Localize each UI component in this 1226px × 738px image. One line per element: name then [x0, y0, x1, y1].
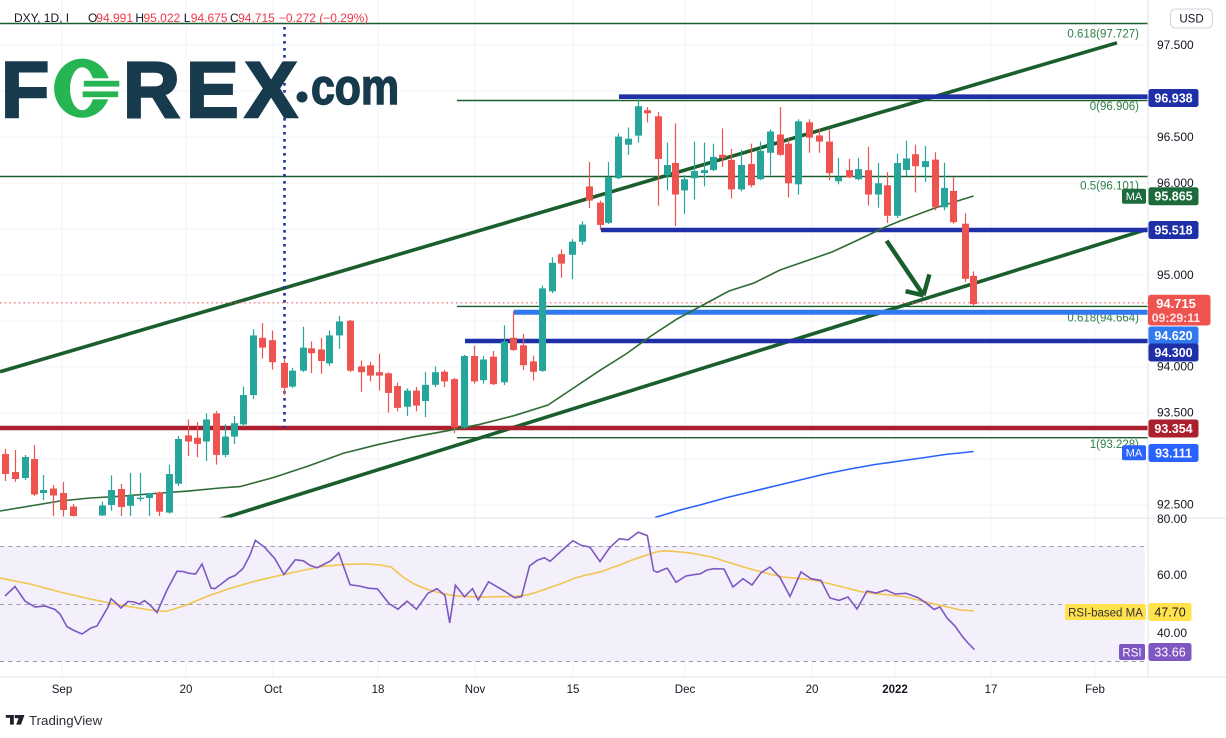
svg-text:0.618(97.727): 0.618(97.727) [1067, 29, 1139, 41]
svg-text:94.620: 94.620 [1154, 329, 1192, 343]
svg-text:com: com [311, 59, 399, 115]
svg-text:92.500: 92.500 [1157, 498, 1194, 512]
svg-text:93.500: 93.500 [1157, 406, 1194, 420]
svg-text:95.865: 95.865 [1154, 190, 1192, 204]
svg-text:C: C [230, 11, 239, 25]
svg-text:95.000: 95.000 [1157, 268, 1194, 282]
svg-text:Feb: Feb [1085, 684, 1105, 696]
svg-text:0(96.906): 0(96.906) [1090, 101, 1139, 113]
svg-text:94.300: 94.300 [1154, 346, 1192, 360]
svg-text:Oct: Oct [264, 684, 283, 696]
svg-text:Sep: Sep [52, 684, 72, 696]
svg-text:REX: REX [123, 45, 303, 134]
svg-text:94.715: 94.715 [238, 11, 275, 25]
svg-text:MA: MA [1126, 448, 1143, 460]
svg-text:97.500: 97.500 [1157, 38, 1194, 52]
svg-text:2022: 2022 [882, 684, 908, 696]
svg-text:60.00: 60.00 [1157, 568, 1187, 582]
svg-text:47.70: 47.70 [1154, 605, 1185, 619]
svg-text:20: 20 [806, 684, 819, 696]
svg-text:20: 20 [180, 684, 193, 696]
svg-text:17: 17 [985, 684, 998, 696]
svg-text:94.715: 94.715 [1156, 296, 1196, 311]
svg-text:Nov: Nov [465, 684, 486, 696]
svg-text:96.000: 96.000 [1157, 176, 1194, 190]
svg-text:MA: MA [1126, 191, 1143, 203]
svg-text:DXY, 1D, I: DXY, 1D, I [14, 11, 69, 25]
svg-text:−0.272 (−0.29%): −0.272 (−0.29%) [279, 11, 368, 25]
svg-text:18: 18 [372, 684, 385, 696]
svg-text:RSI-based MA: RSI-based MA [1068, 608, 1143, 620]
svg-text:O: O [88, 11, 97, 25]
svg-text:33.66: 33.66 [1154, 645, 1185, 659]
svg-text:94.000: 94.000 [1157, 360, 1194, 374]
svg-text:H: H [135, 11, 144, 25]
svg-text:96.500: 96.500 [1157, 130, 1194, 144]
svg-text:96.938: 96.938 [1154, 91, 1192, 105]
svg-text:TradingView: TradingView [29, 713, 103, 728]
svg-text:15: 15 [567, 684, 580, 696]
svg-text:40.00: 40.00 [1157, 626, 1187, 640]
svg-text:L: L [184, 11, 191, 25]
svg-text:RSI: RSI [1122, 648, 1141, 660]
svg-text:0.618(94.664): 0.618(94.664) [1067, 313, 1139, 325]
svg-text:93.354: 93.354 [1154, 422, 1192, 436]
svg-text:93.111: 93.111 [1155, 446, 1192, 460]
svg-text:95.518: 95.518 [1154, 223, 1192, 237]
svg-text:09:29:11: 09:29:11 [1152, 311, 1201, 325]
svg-text:USD: USD [1179, 14, 1203, 26]
svg-text:94.675: 94.675 [191, 11, 228, 25]
svg-text:F: F [1, 45, 49, 134]
svg-text:80.00: 80.00 [1157, 512, 1187, 526]
svg-text:Dec: Dec [675, 684, 696, 696]
svg-text:95.022: 95.022 [144, 11, 181, 25]
svg-text:94.991: 94.991 [96, 11, 133, 25]
